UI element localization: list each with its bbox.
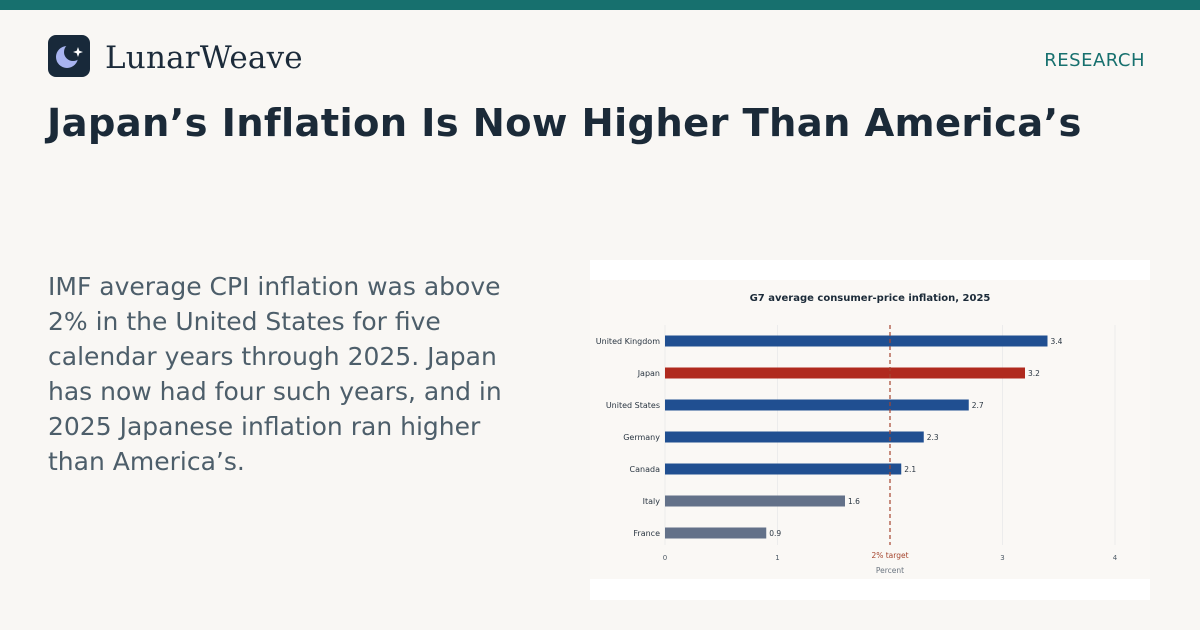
value-label: 3.4 (1051, 337, 1063, 346)
section-tag[interactable]: RESEARCH (1044, 50, 1145, 71)
value-label: 2.7 (972, 401, 984, 410)
category-label: United Kingdom (596, 337, 660, 346)
category-label: Canada (630, 465, 661, 474)
category-label: Japan (637, 369, 660, 378)
x-tick-label: 1 (775, 554, 779, 562)
bar (665, 367, 1025, 379)
x-tick-label: 0 (663, 554, 667, 562)
category-label: United States (606, 401, 660, 410)
brand-name[interactable]: LunarWeave (105, 40, 303, 76)
target-reference-label: 2% target (871, 551, 908, 560)
chart-card: G7 average consumer-price inflation, 202… (590, 260, 1150, 600)
chart-title: G7 average consumer-price inflation, 202… (750, 293, 991, 304)
bar (665, 495, 845, 507)
bar (665, 335, 1048, 347)
top-accent-bar (0, 0, 1200, 10)
inflation-bar-chart: G7 average consumer-price inflation, 202… (590, 280, 1150, 579)
value-label: 2.3 (927, 433, 939, 442)
value-label: 0.9 (769, 529, 781, 538)
x-tick-label: 4 (1113, 554, 1118, 562)
bar (665, 463, 902, 475)
value-label: 1.6 (848, 497, 860, 506)
bar (665, 399, 969, 411)
x-axis-title: Percent (876, 566, 904, 575)
crescent-moon-star-icon (56, 43, 83, 68)
summary-text: IMF average CPI inflation was above 2% i… (48, 272, 502, 476)
headline: Japan’s Inflation Is Now Higher Than Ame… (47, 101, 1082, 146)
bar (665, 431, 924, 443)
logo[interactable] (48, 35, 90, 77)
value-label: 2.1 (904, 465, 916, 474)
bar (665, 527, 767, 539)
category-label: Italy (643, 497, 661, 506)
value-label: 3.2 (1028, 369, 1040, 378)
category-label: France (633, 529, 660, 538)
x-tick-label: 3 (1000, 554, 1004, 562)
category-label: Germany (623, 433, 660, 442)
